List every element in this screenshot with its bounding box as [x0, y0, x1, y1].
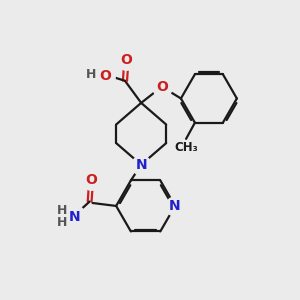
Text: O: O: [85, 173, 97, 187]
Text: O: O: [99, 68, 111, 83]
Text: H: H: [56, 216, 67, 229]
Text: O: O: [121, 52, 132, 67]
Text: O: O: [156, 80, 168, 94]
Text: N: N: [135, 158, 147, 172]
Text: N: N: [169, 199, 181, 213]
Text: N: N: [69, 210, 81, 224]
Text: CH₃: CH₃: [174, 141, 198, 154]
Text: H: H: [86, 68, 97, 80]
Text: H: H: [56, 205, 67, 218]
